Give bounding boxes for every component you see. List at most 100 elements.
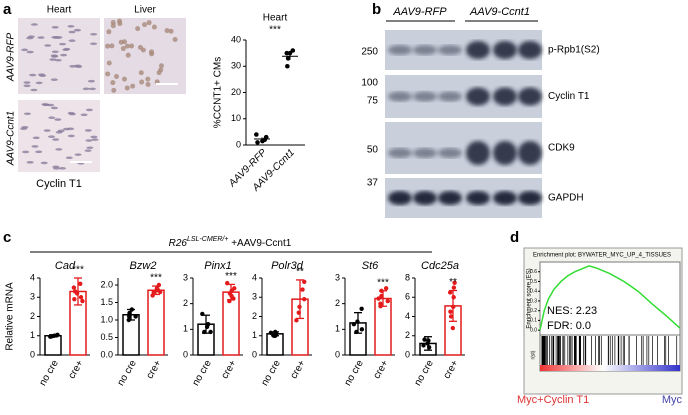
rank-label: r(st) [530,350,536,359]
nucleus [129,43,135,49]
nucleus [110,80,116,86]
nucleus [68,39,76,42]
bar [147,289,165,356]
panel-label: a [3,1,12,18]
point [297,304,302,310]
x-tick-label: cre+ [66,358,85,381]
y-tick-label: 0 [335,349,340,359]
bar [122,314,140,356]
nucleus [105,71,111,77]
group-label: AAV9-Ccnt1 [469,6,530,18]
point [255,140,260,145]
mw-label: 37 [367,178,379,189]
chart-title: Heart [263,13,288,24]
nucleus [65,156,73,160]
nucleus [91,138,99,141]
nucleus [85,139,93,142]
nucleus [118,39,124,45]
nucleus [23,112,31,116]
nucleus [20,127,28,130]
x-tick-label: cre+ [288,358,307,381]
nucleus [67,25,75,28]
point [450,325,456,331]
nucleus [23,81,31,84]
nucleus [60,53,68,57]
y-tick-label: 6 [405,292,410,302]
nucleus [37,36,45,39]
point [127,310,132,316]
nucleus [88,87,96,91]
y-tick-label: 0 [236,139,241,149]
band [493,87,517,106]
nucleus [84,149,92,152]
band [438,91,462,102]
point [302,279,307,285]
histology-image [18,18,100,94]
nucleus [90,42,98,46]
fdr: FDR: 0.0 [547,320,591,332]
x-tick-label: no cre [115,358,139,388]
band [413,45,437,55]
y-tick-label: 0 [183,349,188,359]
phenotype-label: Myc+Cyclin T1 [517,394,589,406]
point [72,296,77,302]
band [438,191,462,205]
nes: NES: 2.23 [547,305,597,317]
y-tick-label: 1 [252,330,257,340]
y-tick-label: 2 [252,311,257,321]
band [388,148,412,158]
band-label: p-Rpb1(S2) [548,45,600,56]
point [452,280,457,286]
y-tick-label: 0 [405,349,410,359]
nucleus [50,54,58,58]
band [493,141,517,165]
nucleus [86,146,94,150]
point [55,332,60,337]
point [451,285,457,290]
point [296,310,301,315]
band [518,141,542,165]
nucleus [106,60,112,66]
point [447,290,453,295]
point [254,132,259,137]
band-label: CDK9 [548,143,575,154]
nucleus [121,76,127,82]
significance: ** [296,267,304,278]
x-tick-label: no cre [342,358,366,388]
panel-label: d [510,229,519,246]
band [413,91,437,102]
point [151,289,156,295]
nucleus [35,150,43,154]
nucleus [73,28,81,32]
row-label: AAV9-Ccnt1 [6,111,17,166]
band [518,87,542,106]
point [260,138,265,144]
nucleus [151,24,157,30]
point [129,307,135,312]
point [285,56,291,61]
nucleus [23,84,31,88]
x-tick-label: no cre [190,358,214,388]
point [80,298,85,304]
nucleus [109,43,115,49]
y-tick-label: 3 [183,272,188,282]
point [227,298,232,304]
x-tick-label: cre+ [144,358,163,381]
chart-title: Polr3d [271,260,304,272]
nucleus [43,129,51,132]
point [378,301,383,306]
y-label: Relative mRNA [5,282,16,351]
nucleus [145,81,151,87]
nucleus [63,47,71,51]
y-tick-label: 1.0 [100,314,113,324]
y-tick-label: 10 [231,113,241,123]
band [518,191,542,205]
y-tick-label: 30 [231,61,241,71]
point [421,343,426,348]
mw-label: 50 [367,145,379,156]
point [302,296,307,302]
blot [385,122,542,174]
column-label: Heart [47,5,72,16]
x-tick-label: no cre [412,358,436,388]
nucleus [135,26,141,32]
